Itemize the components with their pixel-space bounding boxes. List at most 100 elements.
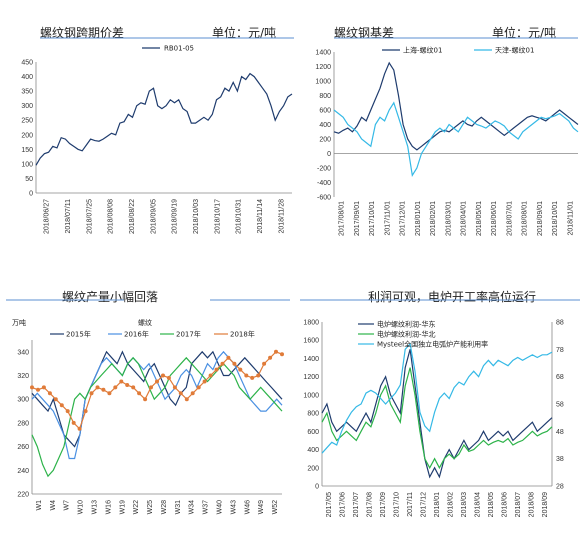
p3-legend-label-0: 2015年 [66,330,91,339]
p4-ytick-9: 1800 [303,320,319,327]
p2-series-line-0 [333,61,579,151]
p3-xtick-9: W28 [161,500,168,515]
p2-xtick-13: 2018/09/01 [537,201,544,236]
p3-point-20 [149,385,153,390]
p3-point-25 [178,391,183,396]
p3-point-36 [244,373,249,378]
p3-point-11 [95,385,100,390]
p3-point-41 [274,349,278,354]
p3-ytick-5: 320 [17,373,29,380]
p3-point-22 [161,373,165,378]
p4-series-line-0 [321,349,553,479]
p3-point-21 [155,379,159,384]
p1-xtick-9: 2018/10/31 [236,199,243,234]
p1-xtick-11: 2018/11/28 [278,199,285,234]
p2-series-line-1 [333,101,579,177]
p3-xtick-0: W1 [36,500,43,511]
p3-xtick-16: W49 [258,500,265,515]
p3-point-15 [119,379,124,384]
p4-xtick-7: 2017/12 [420,492,427,517]
p3-point-29 [202,379,207,384]
p3-point-37 [250,375,255,380]
p3-xtick-5: W16 [105,500,112,515]
p2-xtick-12: 2018/08/01 [522,201,529,236]
p1-legend-label-0: RB01-05 [164,45,194,53]
p3-point-39 [262,361,267,366]
p3-ytick-2: 260 [17,444,29,451]
p1-ytick-0: 0 [29,191,33,198]
p3-point-23 [166,375,171,380]
p3-series-line-2 [31,356,283,478]
p3-ytick-3: 280 [17,420,29,427]
p4-xtick-6: 2017/11 [407,492,414,517]
p2-ytick-0: -600 [317,195,331,202]
p1-xtick-8: 2018/10/17 [214,199,221,234]
p4-xtick-15: 2018/08 [529,492,536,517]
p2-ytick-10: 1400 [315,50,331,57]
p3-series-line-0 [31,350,283,448]
p4-ytick-4: 800 [307,411,319,418]
p2-xtick-6: 2018/02/01 [430,201,437,236]
p3-series-line-3 [31,351,283,430]
p3-xtick-1: W4 [50,500,57,511]
p1-ytick-3: 150 [21,147,33,154]
p4-legend-label-2: Mysteel全国独立电弧炉产能利用率 [377,340,488,349]
p2-xtick-3: 2017/11/01 [384,201,391,236]
p3-xtick-3: W10 [78,500,85,515]
p1-xtick-5: 2018/09/05 [150,199,157,234]
p1-xtick-4: 2018/08/22 [129,199,136,234]
p1-ytick-4: 200 [21,132,33,139]
p3-point-32 [220,361,225,366]
p3-point-18 [137,391,142,396]
p2-xtick-2: 2017/10/01 [369,201,376,236]
p3-xtick-10: W31 [175,500,182,515]
p4-y2tick-6: 88 [556,320,564,327]
p4-series-line-1 [321,367,553,470]
p3-point-12 [101,387,106,392]
p3-point-9 [83,409,88,414]
p2-ytick-9: 1200 [315,64,331,71]
p2-ytick-6: 600 [319,108,331,115]
p1-ytick-5: 250 [21,118,33,125]
p3-point-33 [226,355,231,360]
p3-xtick-2: W7 [64,500,71,511]
p3-xtick-4: W13 [92,500,99,515]
p2-xtick-10: 2018/06/01 [491,201,498,236]
p4-xtick-3: 2017/08 [366,492,373,517]
p4-y2tick-0: 28 [556,484,564,491]
p3-point-30 [208,373,213,378]
p3-point-16 [125,383,130,387]
p3-ytick-4: 300 [17,397,29,404]
p4-xtick-5: 2017/10 [393,492,400,517]
p3-point-5 [59,403,64,408]
p3-point-1 [36,387,40,392]
p1-xtick-6: 2018/09/19 [172,199,179,234]
p3-point-2 [41,385,46,390]
p1-ytick-6: 300 [21,103,33,110]
p3-point-42 [280,352,284,357]
p4-y2tick-3: 58 [556,402,564,409]
p3-point-6 [65,409,70,414]
p4-y2tick-4: 68 [556,374,564,381]
p4-xtick-4: 2017/09 [380,492,387,517]
p3-point-17 [131,385,136,390]
p1-xtick-1: 2018/07/11 [65,199,72,234]
p3-xtick-6: W19 [119,500,126,515]
p4-ytick-3: 600 [307,429,319,436]
p2-ytick-4: 200 [319,137,331,144]
p3-point-26 [184,397,189,402]
p2-xtick-4: 2017/12/01 [400,201,407,236]
p1-ytick-9: 450 [21,60,33,67]
p3-point-40 [268,355,273,360]
p2-legend-label-1: 天津-螺纹01 [495,46,534,55]
p4-xtick-1: 2017/06 [339,492,346,517]
p2-xtick-11: 2018/07/01 [506,201,513,236]
p4-xtick-2: 2017/07 [353,492,360,517]
p4-xtick-11: 2018/04 [475,492,482,517]
p3-xtick-17: W52 [272,500,279,515]
p2-ytick-2: -200 [317,166,331,173]
p3-ytick-1: 240 [17,468,29,475]
p3-point-7 [71,420,76,425]
p4-xtick-14: 2018/07 [515,492,522,517]
p2-ytick-3: 0 [327,151,331,158]
